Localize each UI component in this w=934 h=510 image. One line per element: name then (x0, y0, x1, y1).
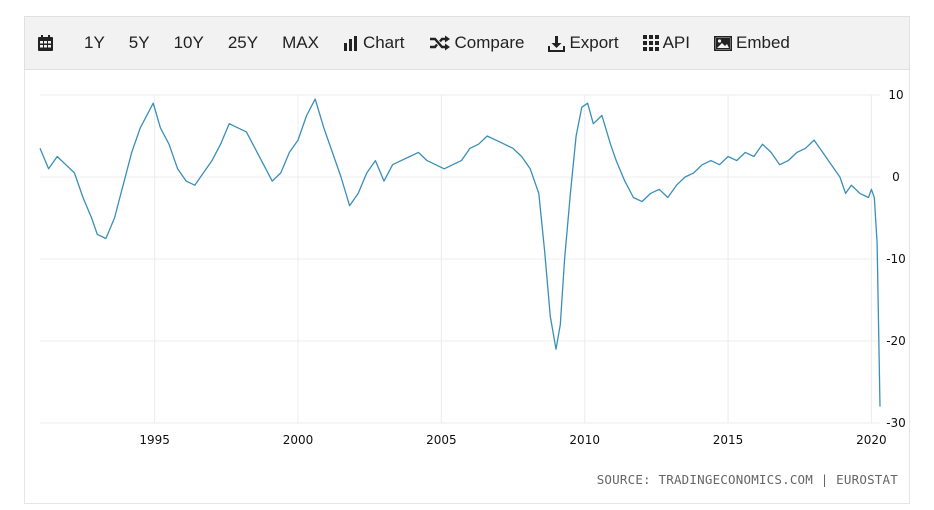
api-button[interactable]: API (642, 33, 690, 53)
chart-toolbar: 1Y 5Y 10Y 25Y MAX Chart Compare Export A… (24, 16, 910, 70)
grid-icon (642, 35, 659, 51)
embed-label: Embed (735, 33, 790, 52)
y-tick-label: -30 (886, 416, 906, 430)
compare-button[interactable]: Compare (429, 33, 525, 53)
y-tick-label: -10 (886, 252, 906, 266)
export-button[interactable]: Export (548, 33, 619, 53)
y-tick-label: 0 (892, 170, 900, 184)
range-1y-button[interactable]: 1Y (84, 33, 105, 52)
line-layer (39, 98, 881, 407)
shuffle-icon (429, 35, 451, 51)
series-line (39, 98, 881, 407)
download-icon (548, 35, 566, 52)
y-tick-label: -20 (886, 334, 906, 348)
y-tick-label: 10 (888, 88, 903, 102)
x-tick-label: 2000 (283, 433, 314, 447)
calendar-button[interactable] (37, 34, 58, 52)
range-10y-button[interactable]: 10Y (173, 33, 204, 52)
image-icon (713, 35, 732, 51)
grid-layer (40, 94, 880, 424)
x-tick-label: 2015 (713, 433, 744, 447)
range-5y-button[interactable]: 5Y (128, 33, 150, 52)
chart-type-button[interactable]: Chart (343, 33, 405, 53)
bar-chart-icon (343, 35, 359, 51)
range-max-button[interactable]: MAX (282, 33, 319, 52)
embed-button[interactable]: Embed (713, 33, 790, 53)
api-label: API (662, 33, 690, 52)
chart-frame (24, 16, 910, 504)
x-tick-label: 2005 (426, 433, 457, 447)
calendar-icon (37, 34, 54, 52)
x-tick-label: 2020 (856, 433, 887, 447)
compare-label: Compare (454, 33, 525, 52)
export-label: Export (569, 33, 619, 52)
source-credit: SOURCE: TRADINGECONOMICS.COM | EUROSTAT (596, 472, 898, 487)
label-layer: 10 0 -10 -20 -30 1995 2000 2005 2010 2015 2020 (139, 88, 905, 447)
x-tick-label: 1995 (139, 433, 170, 447)
range-25y-button[interactable]: 25Y (227, 33, 259, 52)
chart-label: Chart (362, 33, 405, 52)
x-tick-label: 2010 (569, 433, 600, 447)
